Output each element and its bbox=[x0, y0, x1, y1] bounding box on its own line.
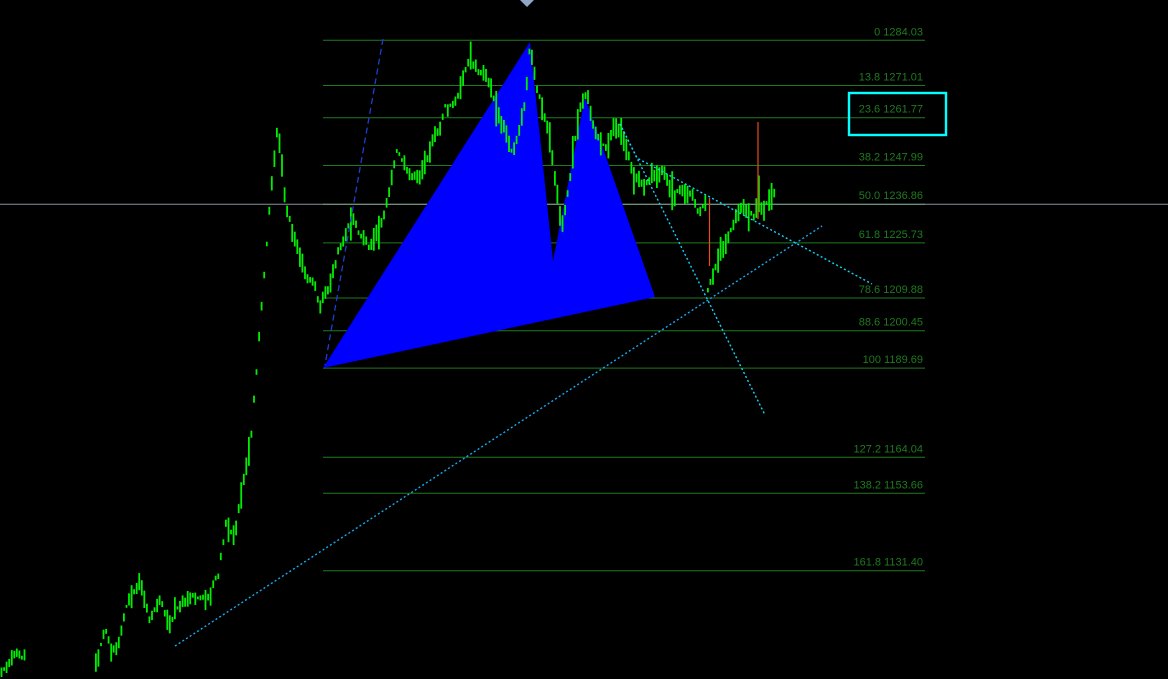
svg-text:88.6 1200.45: 88.6 1200.45 bbox=[859, 317, 923, 329]
svg-text:61.8 1225.73: 61.8 1225.73 bbox=[859, 229, 923, 241]
svg-text:127.2 1164.04: 127.2 1164.04 bbox=[853, 443, 923, 455]
svg-text:78.6 1209.88: 78.6 1209.88 bbox=[859, 284, 923, 296]
svg-text:161.8 1131.40: 161.8 1131.40 bbox=[853, 557, 923, 569]
svg-text:38.2 1247.99: 38.2 1247.99 bbox=[859, 152, 923, 164]
svg-text:138.2 1153.66: 138.2 1153.66 bbox=[853, 479, 923, 491]
svg-text:50.0 1236.86: 50.0 1236.86 bbox=[859, 190, 923, 202]
svg-text:13.8 1271.01: 13.8 1271.01 bbox=[859, 72, 923, 84]
svg-text:23.6 1261.77: 23.6 1261.77 bbox=[859, 104, 923, 116]
svg-text:0 1284.03: 0 1284.03 bbox=[874, 26, 923, 38]
svg-text:100 1189.69: 100 1189.69 bbox=[863, 354, 923, 366]
